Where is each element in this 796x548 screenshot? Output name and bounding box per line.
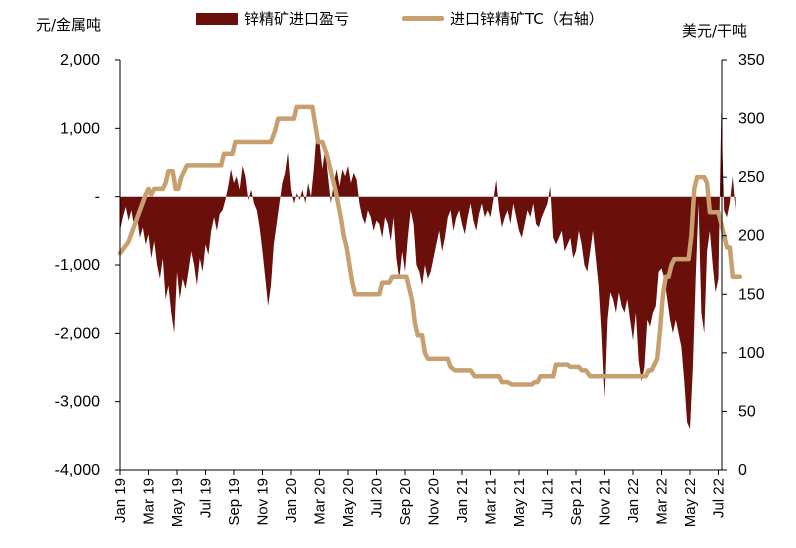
legend-swatch-line	[402, 16, 444, 21]
x-tick-label: Sep 20	[397, 478, 414, 526]
left-tick-label: 2,000	[60, 52, 100, 69]
x-tick-label: Jul 20	[369, 478, 386, 518]
x-tick-label: Mar 19	[141, 478, 158, 525]
x-tick-label: Jan 20	[283, 478, 300, 523]
right-tick-label: 100	[738, 345, 765, 362]
right-tick-label: 150	[738, 286, 765, 303]
x-tick-label: Jul 22	[711, 478, 728, 518]
x-tick-label: Sep 21	[568, 478, 585, 526]
right-tick-label: 250	[738, 169, 765, 186]
legend-label-loss: 锌精矿进口盈亏	[244, 10, 350, 28]
left-tick-label: -1,000	[55, 257, 100, 274]
line-tc-path	[117, 104, 743, 387]
line-series-tc	[117, 104, 743, 387]
x-tick-label: Mar 22	[654, 478, 671, 525]
x-tick-label: May 20	[340, 478, 357, 527]
x-tick-label: Nov 20	[426, 478, 443, 526]
x-tick-label: May 22	[682, 478, 699, 527]
x-tick-label: Jan 19	[112, 478, 129, 523]
right-tick-label: 300	[738, 111, 765, 128]
x-tick-label: Jul 19	[198, 478, 215, 518]
left-tick-label: -4,000	[55, 462, 100, 479]
x-tick-label: Nov 19	[255, 478, 272, 526]
x-tick-label: May 21	[511, 478, 528, 527]
left-tick-label: -	[95, 189, 100, 206]
legend-item-tc: 进口锌精矿TC（右轴）	[402, 8, 604, 29]
right-tick-label: 0	[738, 462, 747, 479]
x-tick-label: Sep 19	[226, 478, 243, 526]
area-loss-path	[120, 111, 736, 430]
right-axis-unit: 美元/干吨	[682, 22, 748, 40]
right-tick-label: 350	[738, 52, 765, 69]
legend-swatch-area	[196, 12, 238, 25]
x-tick-label: Jan 22	[625, 478, 642, 523]
left-tick-label: -2,000	[55, 325, 100, 342]
legend-label-tc: 进口锌精矿TC（右轴）	[450, 10, 604, 28]
x-tick-label: Mar 20	[312, 478, 329, 525]
area-series-loss	[120, 111, 736, 430]
left-tick-label: -3,000	[55, 394, 100, 411]
x-tick-label: Mar 21	[483, 478, 500, 525]
x-tick-label: May 19	[169, 478, 186, 527]
x-tick-label: Nov 21	[597, 478, 614, 526]
legend-item-loss: 锌精矿进口盈亏	[196, 8, 349, 29]
right-tick-label: 50	[738, 403, 756, 420]
right-tick-label: 200	[738, 228, 765, 245]
x-tick-label: Jul 21	[540, 478, 557, 518]
left-axis-unit: 元/金属吨	[36, 16, 102, 34]
axes: -4,000-3,000-2,000-1,000-1,0002,00005010…	[55, 52, 765, 527]
left-tick-label: 1,000	[60, 120, 100, 137]
x-tick-label: Jan 21	[454, 478, 471, 523]
